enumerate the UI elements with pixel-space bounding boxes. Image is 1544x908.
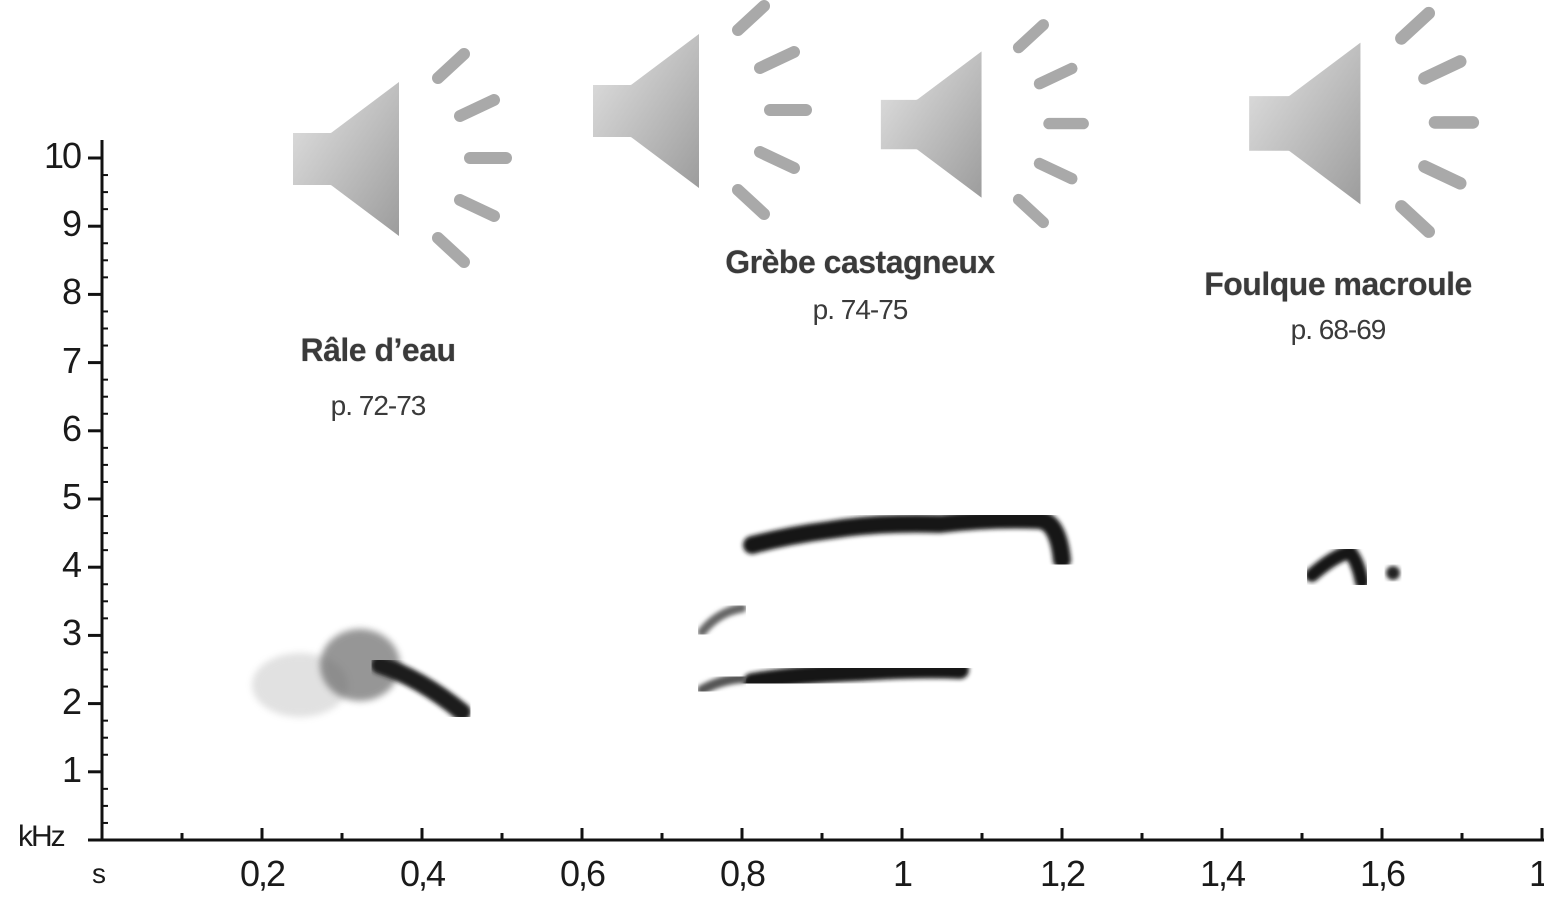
sound-wave-mark: [1418, 55, 1467, 85]
x-tick-label: 0,2: [239, 853, 286, 894]
speaker-icon: [587, 25, 705, 197]
sound-wave-mark: [432, 232, 470, 268]
sound-wave-mark: [454, 194, 500, 222]
sound-wave-mark: [1033, 62, 1078, 90]
y-unit-label: kHz: [18, 820, 66, 853]
grebe-short-upper: [697, 603, 747, 637]
sound-wave-mark: [432, 48, 470, 84]
sound-wave-mark: [732, 0, 770, 36]
x-tick-label: 1,4: [1199, 853, 1246, 894]
species-page-rale: p. 72-73: [330, 390, 427, 421]
sound-wave-mark: [1395, 200, 1435, 238]
grebe-upper-band: [743, 510, 1071, 569]
audio-play-button-1[interactable]: [287, 45, 515, 271]
grebe-lower-band: [743, 660, 969, 691]
sound-wave-mark: [1012, 19, 1050, 54]
audio-play-button-3[interactable]: [875, 16, 1092, 231]
spectrogram-grebe-castagneux: [697, 510, 1071, 695]
x-tick-label: 1,: [1528, 853, 1544, 894]
rale-noise-mid: [320, 629, 400, 701]
foulque-call: [1305, 544, 1369, 589]
x-tick-label: 1,6: [1359, 853, 1406, 894]
y-tick-label: 4: [61, 544, 82, 586]
audio-play-button-4[interactable]: [1242, 3, 1483, 242]
sound-wave-mark: [1418, 160, 1467, 190]
sound-wave-mark: [454, 94, 500, 122]
x-unit-label: s: [92, 858, 106, 889]
sound-wave-mark: [1012, 193, 1050, 229]
speaker-icon: [875, 42, 988, 207]
sound-wave-mark: [1395, 6, 1435, 45]
speaker-icon: [287, 73, 405, 245]
x-tick-label: 1,2: [1039, 853, 1086, 894]
spectrogram-foulque-macroule: [1305, 544, 1400, 589]
species-name-foulque: Foulque macroule: [1204, 266, 1472, 302]
species-page-foulque: p. 68-69: [1290, 314, 1387, 345]
speaker-icon: [1242, 33, 1367, 214]
sound-wave-mark: [732, 184, 770, 220]
y-tick-label: 6: [61, 407, 82, 449]
spectrogram-rale-deau: [252, 629, 471, 721]
species-name-rale: Râle d’eau: [300, 332, 456, 368]
y-tick-label: 3: [61, 612, 82, 654]
x-tick-label: 0,4: [399, 853, 446, 894]
y-tick-label: 8: [61, 271, 82, 313]
x-tick-label: 0,6: [559, 853, 606, 894]
species-name-grebe: Grèbe castagneux: [725, 244, 995, 280]
x-tick-label: 0,8: [719, 853, 766, 894]
species-page-grebe: p. 74-75: [812, 294, 909, 325]
grebe-short-lower: [697, 673, 747, 695]
y-tick-label: 7: [61, 339, 82, 381]
y-tick-label: 9: [61, 203, 82, 245]
foulque-dot: [1386, 566, 1400, 580]
x-axis-ticks: [180, 828, 1544, 840]
rale-tail: [371, 656, 471, 721]
y-tick-label: 10: [43, 135, 82, 176]
sound-wave-mark: [754, 146, 800, 174]
y-axis-ticks: [88, 156, 108, 824]
sound-wave-mark: [754, 46, 800, 74]
x-tick-label: 1: [892, 853, 913, 894]
y-tick-label: 5: [61, 476, 82, 517]
audio-play-button-2[interactable]: [587, 0, 815, 223]
y-tick-label: 2: [61, 680, 82, 722]
y-tick-label: 1: [61, 748, 82, 790]
sound-wave-mark: [1033, 157, 1078, 185]
